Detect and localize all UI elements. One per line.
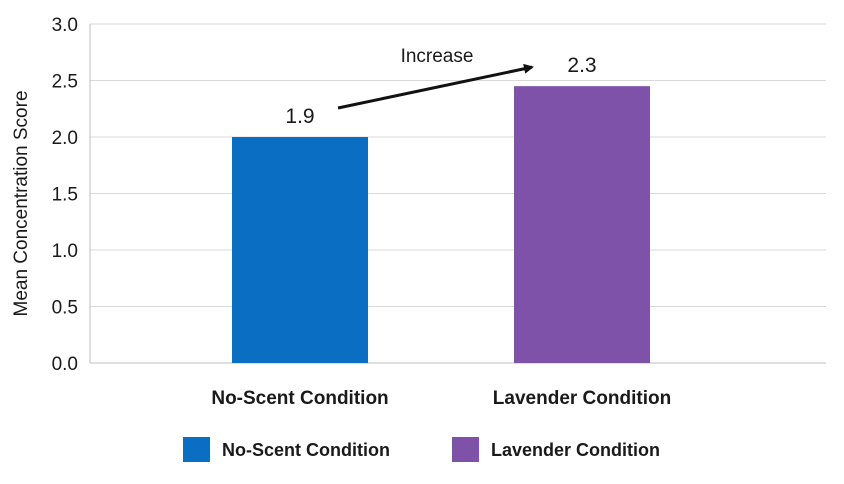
data-label: 2.3 xyxy=(567,54,596,77)
legend: No-Scent Condition Lavender Condition xyxy=(183,437,660,462)
axes xyxy=(89,24,826,364)
annotation: Increase xyxy=(337,46,534,110)
bar-lavender xyxy=(514,86,650,364)
data-label: 1.9 xyxy=(285,105,314,128)
y-tick-label: 1.0 xyxy=(52,241,78,262)
legend-label: Lavender Condition xyxy=(491,440,660,460)
grid xyxy=(90,23,826,307)
legend-label: No-Scent Condition xyxy=(222,440,390,460)
legend-swatch xyxy=(183,437,210,462)
legend-swatch xyxy=(452,437,479,462)
y-axis-title: Mean Concentration Score xyxy=(11,90,32,316)
labels: 0.0 0.5 1.0 1.5 2.0 2.5 3.0 Mean Concentration … xyxy=(11,15,671,409)
y-tick-label: 0.5 xyxy=(52,298,78,319)
y-tick-label: 1.5 xyxy=(52,185,78,206)
increase-arrow xyxy=(337,63,534,110)
x-category-label: No-Scent Condition xyxy=(211,388,388,409)
y-tick-label: 2.5 xyxy=(52,72,78,93)
annotation-label: Increase xyxy=(401,46,474,67)
bars xyxy=(232,86,650,364)
y-tick-label: 2.0 xyxy=(52,128,78,149)
y-tick-label: 3.0 xyxy=(52,15,78,36)
bar-no-scent xyxy=(232,137,368,363)
x-category-label: Lavender Condition xyxy=(493,388,671,409)
y-tick-label: 0.0 xyxy=(52,354,78,375)
